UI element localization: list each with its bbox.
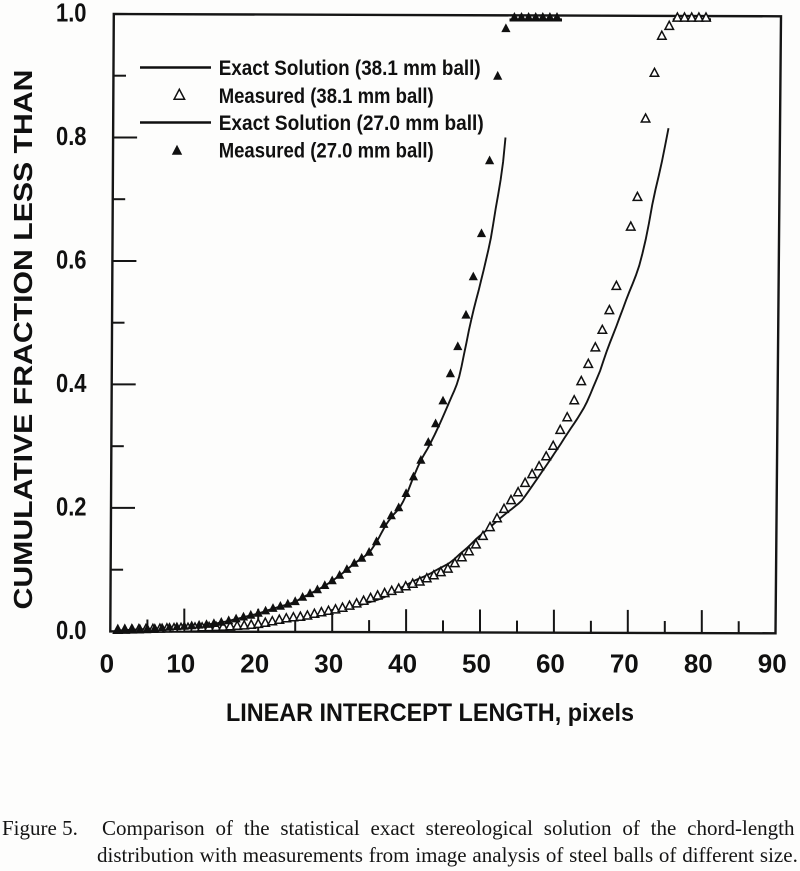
svg-text:Measured (27.0 mm ball): Measured (27.0 mm ball) <box>219 140 434 163</box>
svg-text:0.4: 0.4 <box>56 368 87 398</box>
svg-text:0.6: 0.6 <box>56 245 87 275</box>
svg-text:70: 70 <box>610 648 639 678</box>
svg-text:LINEAR INTERCEPT LENGTH, pixel: LINEAR INTERCEPT LENGTH, pixels <box>226 699 634 727</box>
svg-text:90: 90 <box>758 648 787 678</box>
svg-text:CUMULATIVE FRACTION LESS THAN: CUMULATIVE FRACTION LESS THAN <box>8 70 38 610</box>
svg-text:0.2: 0.2 <box>56 491 87 521</box>
svg-text:40: 40 <box>388 648 417 678</box>
svg-text:80: 80 <box>684 648 713 678</box>
svg-text:Exact Solution (27.0 mm ball): Exact Solution (27.0 mm ball) <box>219 112 484 135</box>
svg-text:0: 0 <box>100 648 114 678</box>
svg-text:0.8: 0.8 <box>56 121 87 151</box>
svg-text:50: 50 <box>462 648 491 678</box>
svg-text:10: 10 <box>166 648 195 678</box>
svg-text:20: 20 <box>240 648 269 678</box>
svg-text:0.0: 0.0 <box>56 615 87 645</box>
svg-text:30: 30 <box>314 648 343 678</box>
svg-text:Exact Solution (38.1 mm ball): Exact Solution (38.1 mm ball) <box>219 57 481 80</box>
svg-text:60: 60 <box>536 648 565 678</box>
svg-text:Measured (38.1 mm ball): Measured (38.1 mm ball) <box>219 85 434 108</box>
svg-text:1.0: 1.0 <box>56 0 87 28</box>
